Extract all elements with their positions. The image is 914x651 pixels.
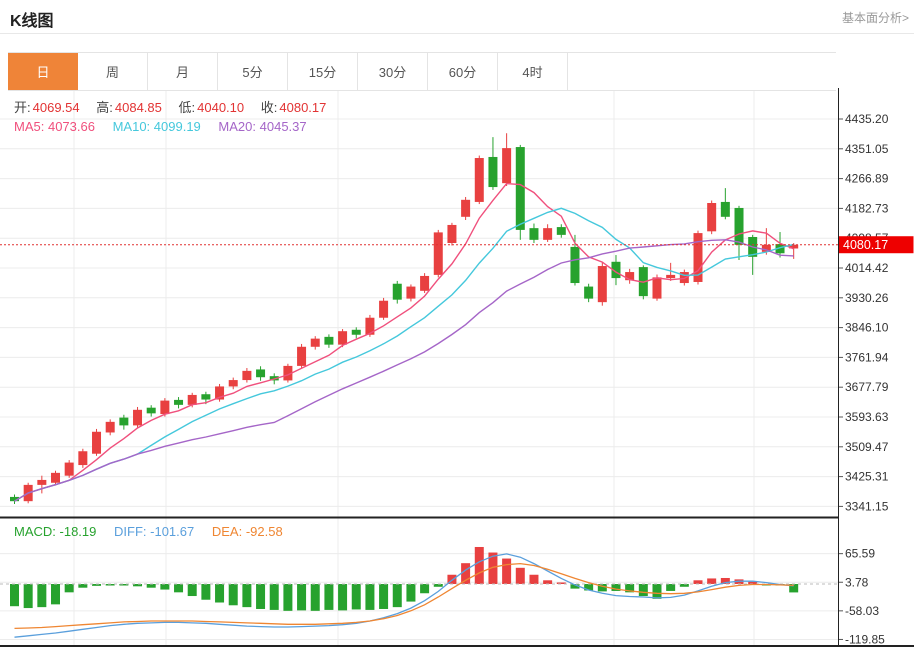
ohlc-high-value: 4084.85: [114, 100, 162, 115]
tab-5min[interactable]: 5分: [218, 53, 288, 90]
ohlc-close-value: 4080.17: [279, 100, 327, 115]
tab-4hour[interactable]: 4时: [498, 53, 568, 90]
macd-value-legend: MACD: -18.19: [14, 524, 97, 539]
ma20-legend: MA20: 4045.37: [218, 119, 307, 134]
svg-text:4435.20: 4435.20: [845, 112, 889, 126]
diff-line: [14, 553, 794, 638]
svg-text:3.78: 3.78: [845, 575, 869, 589]
svg-text:4182.73: 4182.73: [845, 201, 889, 215]
diff-value-legend: DIFF: -101.67: [114, 524, 195, 539]
current-price-tag: 4080.17: [838, 236, 914, 254]
svg-text:3425.31: 3425.31: [845, 470, 889, 484]
macd-axis: 65.59 3.78 -58.03 -119.85: [0, 547, 885, 646]
svg-text:4080.17: 4080.17: [843, 238, 888, 252]
svg-text:65.59: 65.59: [845, 547, 875, 561]
ohlc-open-value: 4069.54: [32, 100, 80, 115]
candles-layer: [10, 133, 799, 505]
ma10-legend: MA10: 4099.19: [112, 119, 201, 134]
header: K线图 基本面分析>: [0, 0, 914, 34]
ohlc-close-label: 收:: [260, 100, 278, 115]
timeframe-tabs: 日 周 月 5分 15分 30分 60分 4时: [8, 52, 836, 91]
ohlc-open-label: 开:: [14, 100, 31, 115]
macd-histogram: [10, 546, 799, 611]
ohlc-high-label: 高:: [96, 100, 113, 115]
ma20-line: [14, 239, 794, 502]
ma5-line: [14, 182, 794, 502]
svg-text:3930.26: 3930.26: [845, 291, 889, 305]
svg-text:3341.15: 3341.15: [845, 499, 889, 513]
tab-week[interactable]: 周: [78, 53, 148, 90]
ma-legend: MA5: 4073.66 MA10: 4099.19 MA20: 4045.37: [14, 119, 307, 134]
svg-text:3509.47: 3509.47: [845, 440, 889, 454]
ohlc-legend: 开: 4069.54 高: 4084.85 低: 4040.10 收: 4080.17: [14, 97, 339, 116]
tab-month[interactable]: 月: [148, 53, 218, 90]
svg-text:3677.79: 3677.79: [845, 380, 889, 394]
tab-day[interactable]: 日: [8, 53, 78, 90]
page-title: K线图: [10, 13, 54, 30]
price-axis: 4435.20 4351.05 4266.89 4182.73 4098.57 4014.…: [0, 112, 889, 513]
dea-line: [14, 562, 794, 630]
svg-text:-119.85: -119.85: [845, 632, 885, 646]
ma5-legend: MA5: 4073.66: [14, 119, 95, 134]
svg-text:-58.03: -58.03: [845, 604, 879, 618]
dea-value-legend: DEA: -92.58: [211, 524, 283, 539]
svg-text:4351.05: 4351.05: [845, 142, 889, 156]
tab-60min[interactable]: 60分: [428, 53, 498, 90]
svg-text:4266.89: 4266.89: [845, 172, 889, 186]
panel-borders: [0, 88, 914, 647]
svg-text:4098.57: 4098.57: [845, 231, 889, 245]
tab-30min[interactable]: 30分: [358, 53, 428, 90]
svg-text:4014.42: 4014.42: [845, 261, 889, 275]
vertical-gridlines: [73, 90, 755, 645]
macd-legend: MACD: -18.19 DIFF: -101.67 DEA: -92.58: [14, 524, 283, 539]
svg-text:3761.94: 3761.94: [845, 350, 889, 364]
ma10-line: [14, 207, 794, 502]
svg-text:3846.10: 3846.10: [845, 321, 889, 335]
tab-15min[interactable]: 15分: [288, 53, 358, 90]
ohlc-low-label: 低:: [178, 100, 196, 115]
ohlc-low-value: 4040.10: [197, 100, 245, 115]
svg-text:3593.63: 3593.63: [845, 410, 889, 424]
fundamental-analysis-link[interactable]: 基本面分析>: [841, 11, 909, 25]
